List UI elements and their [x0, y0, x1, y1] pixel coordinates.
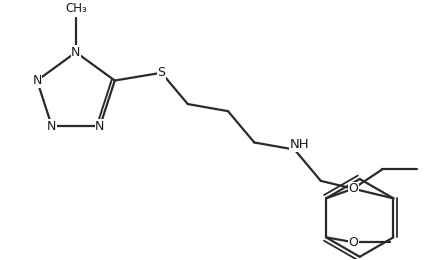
Text: N: N	[47, 120, 56, 133]
Text: NH: NH	[289, 138, 309, 151]
Text: S: S	[157, 66, 165, 79]
Text: O: O	[348, 182, 357, 195]
Text: N: N	[95, 120, 104, 133]
Text: CH₃: CH₃	[65, 2, 86, 15]
Text: O: O	[348, 236, 357, 249]
Text: N: N	[32, 74, 42, 87]
Text: N: N	[71, 46, 80, 59]
